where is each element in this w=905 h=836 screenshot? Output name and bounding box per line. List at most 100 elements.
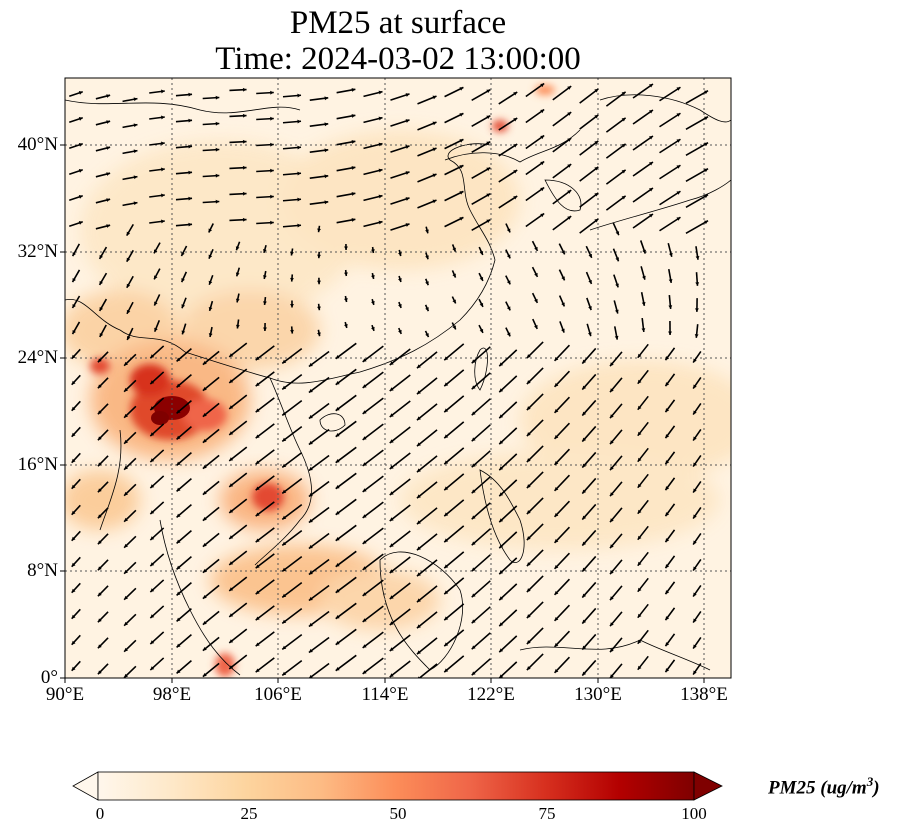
wind-arrow-shaft: [389, 452, 411, 470]
wind-arrow-head: [282, 385, 287, 390]
wind-arrow-shaft: [443, 343, 465, 361]
wind-arrow-head: [693, 670, 697, 675]
wind-arrow-head: [242, 139, 247, 144]
wind-arrow-head: [610, 596, 614, 601]
wind-arrow-shaft: [471, 346, 491, 364]
wind-arrow-head: [176, 513, 181, 518]
wind-arrow-shaft: [685, 194, 709, 208]
wind-arrow-shaft: [255, 423, 275, 439]
wind-arrow-head: [335, 667, 340, 671]
wind-arrow-shaft: [416, 429, 438, 447]
wind-arrow-head: [499, 648, 504, 653]
wind-arrow-head: [97, 566, 102, 571]
wind-arrow-shaft: [255, 449, 275, 465]
wind-arrow-head: [161, 89, 165, 94]
wind-arrow-head: [371, 249, 375, 253]
wind-arrow-head: [693, 410, 697, 415]
wind-arrow-shaft: [553, 344, 571, 362]
wind-arrow-shaft: [281, 374, 303, 390]
wind-arrow-head: [554, 564, 559, 569]
wind-arrow-shaft: [335, 368, 357, 386]
wind-arrow-shaft: [443, 395, 465, 413]
wind-arrow-head: [208, 280, 213, 285]
wind-arrow-shaft: [335, 342, 357, 360]
wind-arrow-shaft: [526, 601, 544, 619]
wind-arrow-head: [124, 673, 128, 678]
wind-arrow-head: [176, 409, 181, 414]
wind-arrow-head: [582, 593, 587, 598]
wind-arrow-shaft: [389, 660, 411, 678]
wind-arrow-shaft: [389, 582, 411, 600]
wind-arrow-head: [471, 437, 476, 442]
wind-arrow-head: [308, 518, 313, 523]
wind-arrow-head: [133, 123, 138, 128]
wind-arrow-head: [150, 458, 155, 463]
wind-arrow-head: [335, 537, 340, 541]
wind-arrow-shaft: [335, 472, 357, 490]
wind-arrow-head: [471, 645, 476, 650]
wind-arrow-head: [499, 466, 504, 471]
wind-arrow-head: [444, 538, 449, 543]
wind-arrow-shaft: [335, 602, 357, 620]
wind-arrow-head: [150, 614, 155, 619]
wind-arrow-head: [176, 539, 181, 544]
wind-arrow-head: [526, 666, 531, 671]
wind-arrow-head: [649, 109, 653, 114]
wind-arrow-head: [208, 333, 213, 337]
wind-arrow-head: [124, 621, 128, 626]
wind-arrow-head: [526, 354, 531, 359]
wind-arrow-head: [471, 515, 476, 520]
wind-arrow-head: [444, 408, 449, 413]
wind-arrow-shaft: [471, 450, 491, 468]
wind-arrow-head: [124, 465, 128, 470]
wind-arrow-head: [378, 90, 383, 95]
wind-arrow-head: [486, 115, 491, 120]
wind-arrow-head: [161, 167, 165, 172]
wind-arrow-head: [362, 514, 367, 518]
wind-arrow-head: [567, 86, 572, 90]
wind-arrow-head: [389, 595, 394, 599]
wind-arrow-shaft: [526, 419, 544, 437]
wind-arrow-head: [389, 387, 394, 391]
wind-arrow-shaft: [389, 634, 411, 652]
wind-arrow-head: [594, 88, 599, 93]
wind-arrow-shaft: [281, 478, 303, 494]
wind-arrow-shaft: [685, 142, 709, 156]
wind-arrow-shaft: [416, 481, 438, 499]
wind-arrow-shaft: [281, 634, 303, 650]
wind-arrow-shaft: [308, 636, 330, 654]
wind-arrow-shaft: [471, 528, 491, 546]
wind-arrow-shaft: [526, 549, 544, 567]
wind-arrow-head: [229, 431, 234, 435]
wind-arrow-head: [668, 331, 672, 335]
wind-arrow-shaft: [552, 163, 572, 179]
wind-arrow-shaft: [526, 627, 544, 645]
wind-arrow-shaft: [308, 480, 330, 498]
wind-arrow-head: [181, 330, 186, 335]
wind-arrow-head: [362, 644, 367, 648]
wind-arrow-head: [282, 359, 287, 364]
wind-arrow-shaft: [526, 497, 544, 515]
wind-arrow-shaft: [579, 166, 599, 182]
wind-arrow-head: [150, 354, 155, 359]
wind-arrow-shaft: [498, 169, 518, 183]
wind-arrow-shaft: [443, 577, 465, 595]
wind-arrow-head: [693, 462, 697, 467]
wind-arrow-head: [405, 145, 410, 149]
wind-arrow-shaft: [553, 578, 571, 596]
wind-arrow-head: [215, 147, 220, 152]
wind-arrow-head: [202, 672, 207, 677]
wind-arrow-head: [371, 300, 375, 305]
wind-arrow-head: [176, 617, 181, 622]
wind-arrow-head: [97, 358, 102, 363]
wind-arrow-head: [124, 595, 128, 600]
wind-arrow-shaft: [659, 86, 681, 102]
wind-arrow-head: [506, 280, 511, 285]
wind-arrow-head: [637, 353, 642, 358]
wind-arrow-head: [540, 135, 545, 140]
wind-arrow-shaft: [526, 575, 544, 593]
wind-arrow-head: [588, 306, 592, 311]
wind-arrow-head: [610, 388, 614, 393]
wind-arrow-head: [499, 414, 504, 419]
wind-arrow-head: [335, 563, 340, 567]
